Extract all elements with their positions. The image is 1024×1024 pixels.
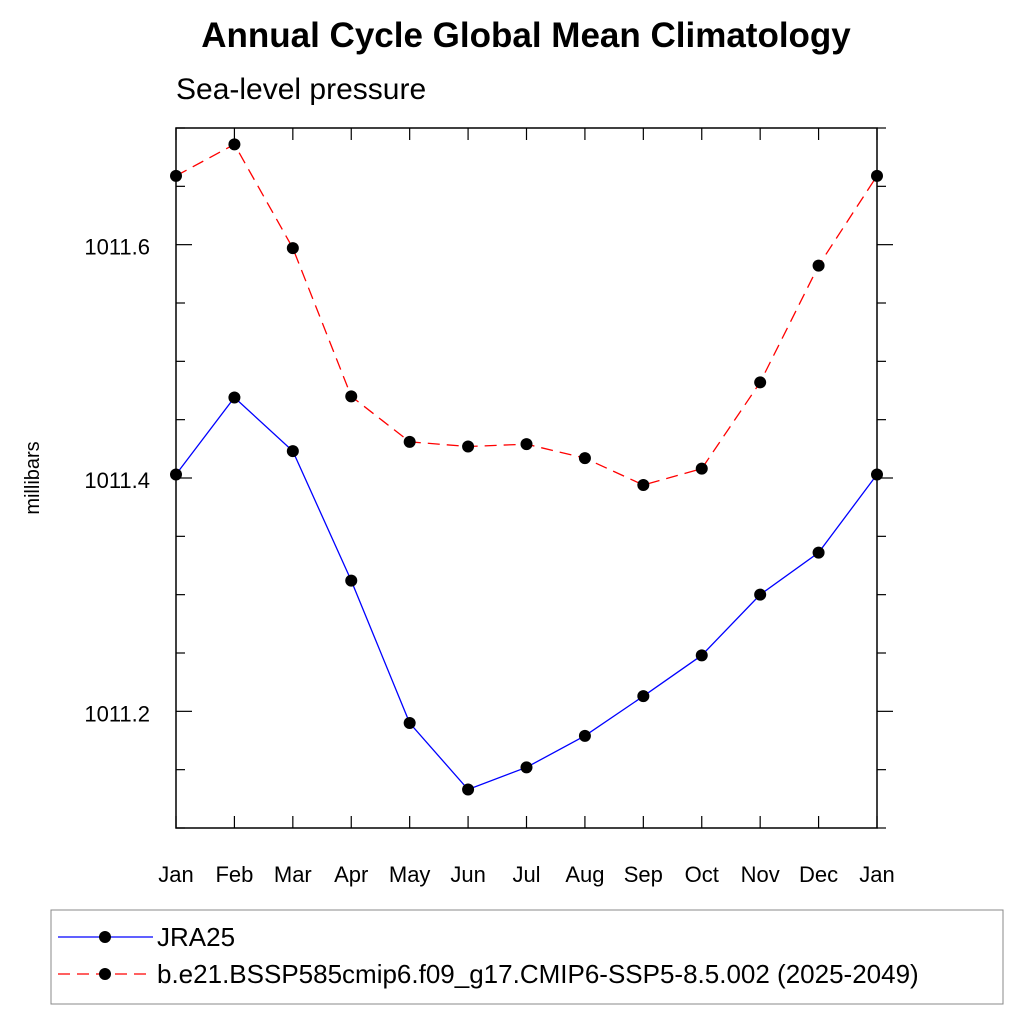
x-tick-label: Aug bbox=[565, 862, 604, 887]
series-1-point bbox=[871, 468, 883, 481]
series-line-2 bbox=[175, 143, 878, 486]
series-2-point bbox=[871, 169, 883, 182]
series-1-point bbox=[578, 729, 591, 742]
series-1-point bbox=[520, 761, 533, 774]
y-axis-ticks: 1011.2 1011.4 1011.6 bbox=[84, 127, 893, 829]
legend: JRA25 b.e21.BSSP585cmip6.f09_g17.CMIP6-SS… bbox=[58, 922, 919, 989]
series-2-point bbox=[403, 435, 416, 448]
plot-frame bbox=[175, 127, 878, 829]
series-2-point bbox=[520, 438, 533, 451]
series-line-1 bbox=[175, 396, 878, 791]
series-2-point bbox=[228, 138, 241, 151]
x-tick-label: Jun bbox=[450, 862, 485, 887]
series-2-point bbox=[754, 376, 767, 389]
series-1-point bbox=[228, 391, 241, 404]
y-tick-label: 1011.6 bbox=[84, 235, 150, 260]
legend-marker-2 bbox=[99, 968, 111, 980]
legend-label-1: JRA25 bbox=[157, 922, 235, 952]
y-tick-label: 1011.2 bbox=[84, 701, 150, 726]
x-axis-ticks: Jan Feb Mar Apr May Jun Jul Aug Sep Oct Nov Dec Jan bbox=[158, 128, 895, 887]
series-1-point bbox=[462, 783, 475, 796]
y-axis-label: millibars bbox=[22, 441, 44, 514]
x-tick-label: Jan bbox=[859, 862, 894, 887]
series-2-point bbox=[170, 169, 182, 182]
series-2-point bbox=[812, 259, 825, 272]
series-2-point bbox=[345, 390, 358, 403]
series-layer bbox=[170, 138, 883, 796]
series-1-point bbox=[345, 574, 358, 587]
series-2-point bbox=[578, 452, 591, 465]
x-tick-label: Feb bbox=[215, 862, 253, 887]
y-tick-label: 1011.4 bbox=[84, 468, 150, 493]
legend-box bbox=[50, 909, 1004, 1005]
chart-subtitle: Sea-level pressure bbox=[176, 73, 426, 106]
x-tick-label: Jan bbox=[158, 862, 193, 887]
x-tick-label: Apr bbox=[334, 862, 368, 887]
series-1-point bbox=[286, 445, 299, 458]
series-1-point bbox=[637, 690, 650, 703]
x-tick-label: Nov bbox=[741, 862, 780, 887]
series-1-point bbox=[812, 546, 825, 559]
series-1-point bbox=[754, 588, 767, 601]
legend-marker-1 bbox=[99, 931, 111, 943]
x-tick-label: Sep bbox=[624, 862, 663, 887]
series-2-point bbox=[286, 242, 299, 255]
chart-title: Annual Cycle Global Mean Climatology bbox=[201, 16, 851, 55]
x-tick-label: Oct bbox=[685, 862, 719, 887]
x-tick-label: Jul bbox=[512, 862, 540, 887]
x-tick-label: May bbox=[389, 862, 431, 887]
series-2-point bbox=[637, 479, 650, 491]
series-2-point bbox=[462, 440, 475, 453]
x-tick-label: Dec bbox=[799, 862, 838, 887]
series-1-point bbox=[695, 649, 708, 662]
x-tick-label: Mar bbox=[274, 862, 312, 887]
series-2-point bbox=[695, 462, 708, 475]
legend-label-2: b.e21.BSSP585cmip6.f09_g17.CMIP6-SSP5-8.… bbox=[157, 959, 919, 989]
series-1-point bbox=[403, 717, 416, 729]
series-1-point bbox=[170, 468, 182, 481]
